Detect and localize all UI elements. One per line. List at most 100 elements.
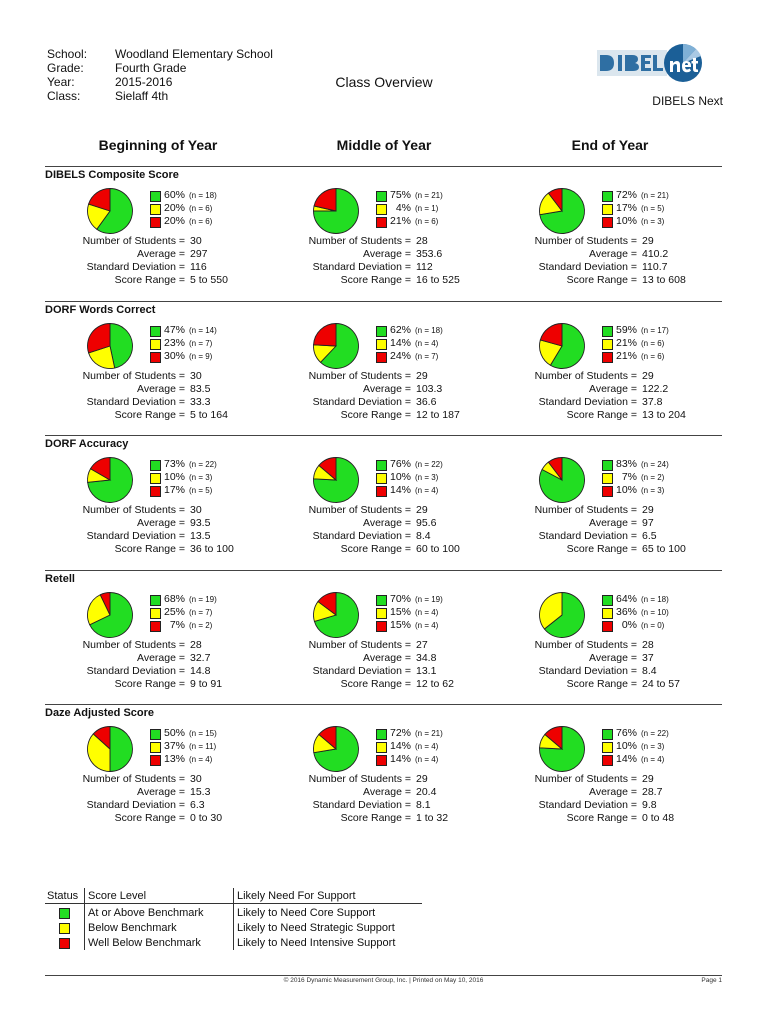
- stat-value: 14.8: [190, 664, 211, 677]
- stat-label: Number of Students =: [534, 235, 637, 247]
- grade-label: Grade:: [47, 61, 84, 75]
- stat-value: 6.5: [642, 530, 657, 542]
- legend-swatch-yellow: [602, 338, 613, 350]
- stat-label: Number of Students =: [82, 773, 185, 785]
- stat-value: 29: [642, 504, 654, 516]
- pie-slice-red: [88, 188, 111, 212]
- stat-value: 29: [642, 235, 654, 247]
- slice-count: (n = 4): [415, 620, 439, 630]
- stat-label: Number of Students =: [308, 235, 411, 247]
- period-column: 73% (n = 22) 10% (n = 3) 17% (n = 5) Number of…: [41, 435, 267, 569]
- slice-percent: 30%: [163, 349, 185, 362]
- slice-count: (n = 21): [415, 729, 443, 738]
- stat-value: 60 to 100: [416, 543, 460, 555]
- stat-label: Number of Students =: [308, 773, 411, 785]
- stat-label: Standard Deviation =: [538, 395, 637, 408]
- section-rule: [45, 569, 722, 571]
- slice-count: (n = 4): [415, 755, 439, 764]
- stat-value: 37.8: [642, 395, 663, 408]
- legend-swatch-red: [376, 620, 387, 632]
- class-label: Class:: [47, 89, 81, 103]
- pie-chart: [313, 457, 359, 503]
- stat-label: Standard Deviation =: [86, 530, 185, 542]
- slice-percent: 21%: [615, 349, 637, 362]
- legend-header-level: Score Level: [88, 890, 147, 902]
- stat-value: 36 to 100: [190, 543, 234, 555]
- slice-percent: 21%: [615, 336, 637, 349]
- legend-swatch-red: [150, 217, 161, 228]
- stat-label: Number of Students =: [82, 235, 185, 247]
- stat-value: 29: [642, 369, 654, 382]
- slice-count: (n = 21): [641, 191, 669, 200]
- stat-value: 36.6: [416, 395, 437, 408]
- stat-value: 37: [642, 651, 654, 664]
- stat-value: 16 to 525: [416, 274, 460, 286]
- slice-count: (n = 6): [189, 217, 213, 226]
- period-column: 76% (n = 22) 10% (n = 3) 14% (n = 4) Number of…: [493, 704, 719, 838]
- stat-value: 28: [190, 638, 202, 651]
- pie-slice-red: [539, 322, 563, 347]
- stat-label: Average =: [137, 517, 185, 529]
- legend-swatch-red: [150, 755, 161, 766]
- legend-header-status: Status: [47, 890, 79, 902]
- pie-chart: [539, 322, 585, 369]
- legend-swatch-red: [376, 217, 387, 228]
- legend-swatch-yellow: [150, 473, 161, 484]
- slice-percent: 64%: [615, 592, 637, 605]
- slice-percent: 14%: [389, 753, 411, 765]
- slice-percent: 36%: [615, 605, 637, 618]
- slice-count: (n = 0): [641, 620, 665, 630]
- pie-chart: [539, 726, 585, 772]
- stat-value: 110.7: [642, 261, 668, 273]
- footer-rule: [45, 975, 722, 976]
- legend-swatch-green: [376, 729, 387, 740]
- section-rule: [45, 704, 722, 705]
- legend-swatch-yellow: [150, 204, 161, 215]
- period-column: 60% (n = 18) 20% (n = 6) 20% (n = 6) Number of…: [41, 166, 267, 300]
- pie-slice-green: [96, 188, 133, 234]
- slice-percent: 4%: [395, 202, 411, 214]
- slice-percent: 23%: [163, 336, 185, 349]
- stat-label: Standard Deviation =: [312, 530, 411, 542]
- slice-count: (n = 14): [189, 325, 217, 335]
- stat-value: 8.4: [416, 530, 431, 542]
- stat-value: 8.4: [642, 664, 657, 677]
- slice-percent: 10%: [615, 740, 637, 752]
- slice-count: (n = 9): [189, 351, 213, 361]
- pie-slice-red: [318, 457, 337, 481]
- stat-label: Standard Deviation =: [86, 261, 185, 273]
- slice-percent: 15%: [389, 605, 411, 618]
- section-rule: [45, 166, 722, 167]
- stat-label: Number of Students =: [534, 638, 637, 651]
- pie-chart: [87, 322, 133, 369]
- stat-label: Number of Students =: [308, 504, 411, 516]
- legend-swatch-red: [376, 351, 387, 363]
- status-legend-table: Status Score Level Likely Need For Suppo…: [45, 888, 423, 952]
- legend-swatch-yellow: [602, 204, 613, 215]
- legend-swatch-red: [602, 620, 613, 632]
- period-column: 72% (n = 21) 14% (n = 4) 14% (n = 4) Number of…: [267, 704, 493, 838]
- pie-slice-green: [549, 322, 585, 369]
- legend-swatch-yellow: [602, 473, 613, 484]
- slice-count: (n = 19): [189, 594, 217, 604]
- support-need: Likely to Need Core Support: [237, 907, 376, 919]
- measure-section: DORF Words Correct 47% (n = 14) 23% (n = 7) 3…: [0, 301, 768, 435]
- stat-label: Average =: [363, 382, 411, 395]
- class-value: Sielaff 4th: [115, 89, 169, 103]
- stat-label: Standard Deviation =: [86, 664, 185, 677]
- pie-slice-yellow: [87, 733, 111, 772]
- pie-slice-green: [543, 591, 585, 638]
- pie-slice-yellow: [87, 593, 111, 625]
- slice-percent: 60%: [163, 189, 185, 201]
- stat-value: 32.7: [190, 651, 211, 664]
- stat-value: 15.3: [190, 786, 211, 798]
- support-need: Likely to Need Strategic Support: [237, 922, 395, 934]
- stat-value: 13 to 608: [642, 274, 686, 286]
- slice-percent: 72%: [615, 189, 637, 201]
- slice-percent: 14%: [389, 484, 411, 496]
- stat-label: Score Range =: [114, 274, 185, 286]
- pie-slice-yellow: [539, 591, 563, 630]
- slice-count: (n = 6): [415, 217, 439, 226]
- stat-label: Average =: [589, 651, 637, 664]
- footer: © 2016 Dynamic Measurement Group, Inc. |…: [45, 977, 722, 984]
